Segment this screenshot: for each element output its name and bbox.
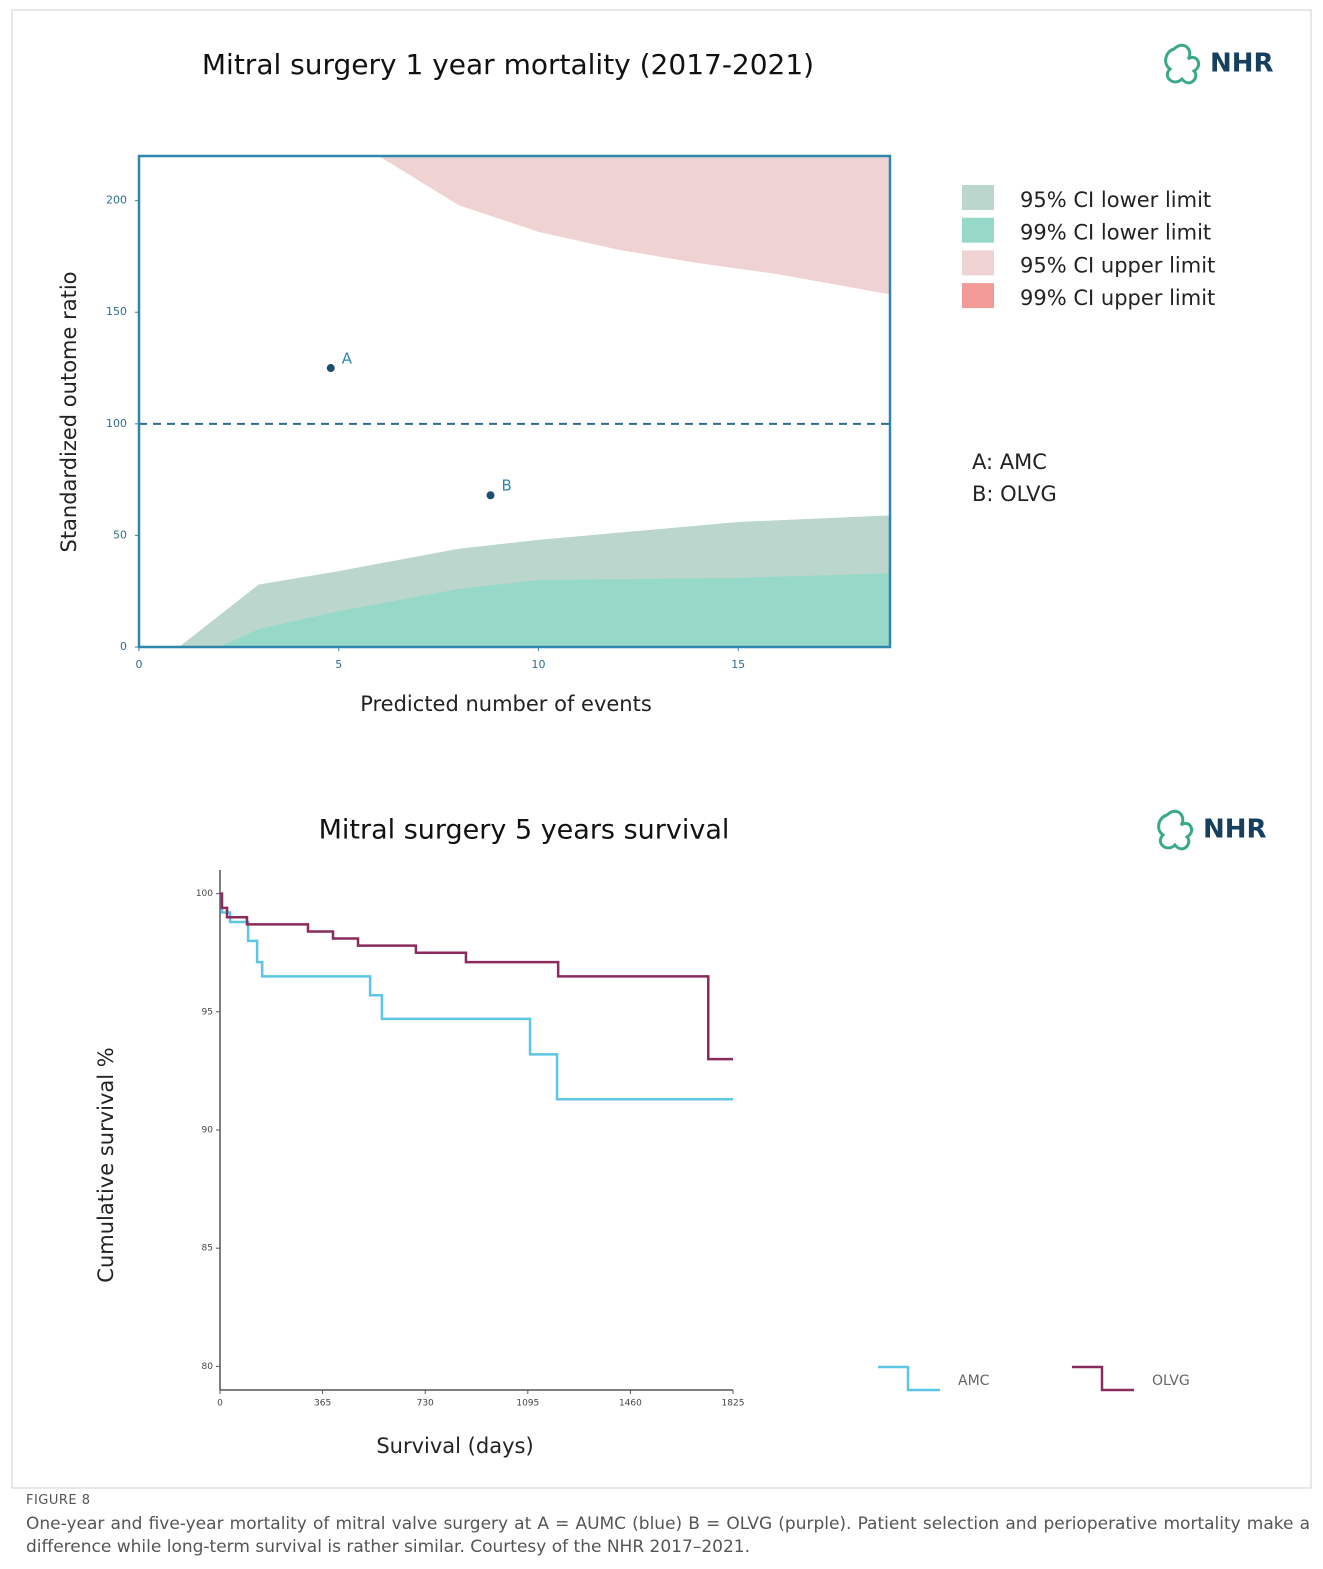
x-tick-label: 0	[136, 658, 143, 671]
y-tick-label: 150	[106, 305, 127, 318]
y-tick-label: 80	[202, 1362, 214, 1372]
y-tick-label: 100	[106, 417, 127, 430]
legend-swatch	[962, 250, 994, 276]
y-tick-label: 200	[106, 194, 127, 207]
legend-label: 95% CI upper limit	[1020, 253, 1215, 277]
y-tick-label: 100	[196, 889, 213, 899]
y-tick-label: 90	[202, 1126, 214, 1136]
legend-label: 99% CI lower limit	[1020, 221, 1211, 245]
logo: NHR	[1164, 43, 1274, 85]
y-tick-label: 50	[113, 528, 127, 541]
legend-swatch	[962, 283, 994, 309]
logo-text: NHR	[1203, 815, 1267, 845]
note: A: AMC	[972, 450, 1047, 474]
logo-text: NHR	[1210, 49, 1274, 79]
x-tick-label: 0	[217, 1399, 223, 1409]
y-axis-label: Standardized outome ratio	[57, 271, 81, 552]
y-tick-label: 95	[202, 1007, 213, 1017]
y-tick-label: 85	[202, 1244, 213, 1254]
survival-line	[220, 892, 733, 1061]
legend-label: 95% CI lower limit	[1020, 188, 1211, 212]
x-tick-label: 365	[314, 1399, 331, 1409]
x-tick-label: 1095	[516, 1399, 539, 1409]
x-tick-label: 15	[731, 658, 745, 671]
x-tick-label: 730	[417, 1399, 434, 1409]
point	[486, 491, 495, 500]
figure-label: FIGURE 8	[26, 1493, 91, 1508]
x-axis-label: Predicted number of events	[360, 692, 652, 716]
survival-line	[220, 892, 733, 1101]
legend-swatch	[962, 217, 994, 243]
chart-title: Mitral surgery 5 years survival	[319, 815, 730, 846]
legend-swatch	[962, 185, 994, 210]
y-axis-label: Cumulative survival %	[94, 1047, 118, 1282]
logo-icon	[1157, 809, 1194, 851]
legend-label: OLVG	[1152, 1373, 1190, 1389]
point-label: A	[342, 350, 353, 368]
x-tick-label: 10	[531, 658, 545, 671]
note: B: OLVG	[972, 482, 1057, 506]
y-tick-label: 0	[120, 640, 127, 653]
x-tick-label: 1825	[722, 1399, 745, 1409]
point-label: B	[502, 477, 512, 495]
legend-label: AMC	[958, 1373, 990, 1389]
x-axis-label: Survival (days)	[376, 1434, 533, 1458]
ci-band	[218, 573, 890, 647]
chart-title: Mitral surgery 1 year mortality (2017-20…	[202, 48, 814, 81]
x-tick-label: 1460	[619, 1399, 642, 1409]
ci-band	[378, 156, 890, 295]
logo-icon	[1164, 43, 1201, 85]
legend-label: 99% CI upper limit	[1020, 286, 1215, 310]
point	[326, 364, 335, 373]
logo: NHR	[1157, 809, 1267, 851]
plot-frame	[137, 154, 892, 649]
frame	[11, 9, 1312, 1489]
x-tick-label: 5	[335, 658, 342, 671]
legend-glyph	[1072, 1365, 1134, 1392]
figure: Mitral surgery 1 year mortality (2017-20…	[11, 9, 1312, 1489]
legend-glyph	[878, 1365, 940, 1392]
caption: One-year and five-year mortality of mitr…	[26, 1514, 1310, 1557]
